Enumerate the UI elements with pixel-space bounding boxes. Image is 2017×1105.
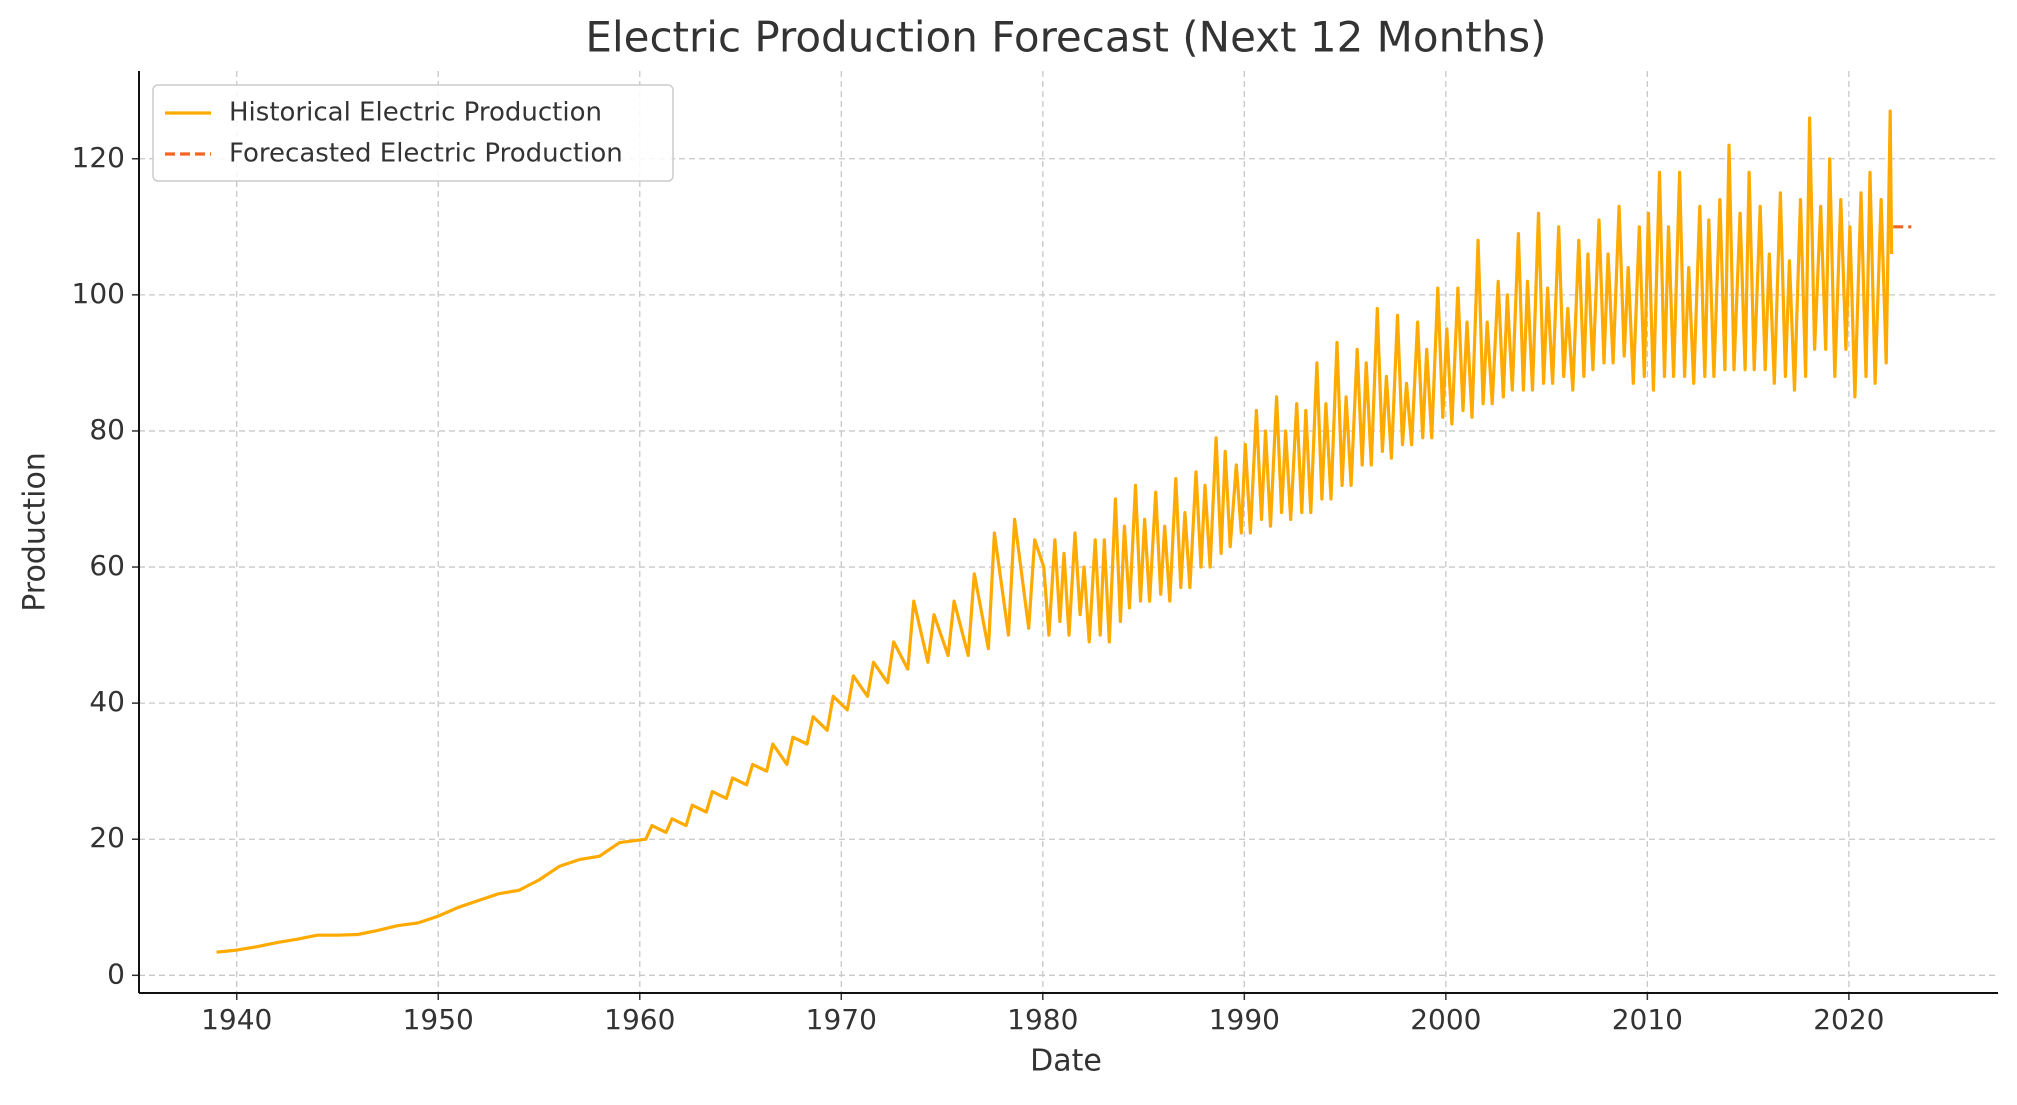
x-tick-label: 2020 <box>1813 1003 1884 1036</box>
y-tick-label: 0 <box>107 957 125 990</box>
y-tick-label: 20 <box>89 821 125 854</box>
y-tick-label: 60 <box>89 549 125 582</box>
y-axis-label: Production <box>18 452 53 612</box>
y-tick-label: 40 <box>89 685 125 718</box>
x-tick-label: 1960 <box>604 1003 675 1036</box>
y-tick-label: 100 <box>72 277 125 310</box>
legend-box <box>152 84 674 182</box>
x-tick-label: 2010 <box>1612 1003 1683 1036</box>
x-tick-label: 1970 <box>806 1003 877 1036</box>
x-tick-label: 1950 <box>403 1003 474 1036</box>
series-line <box>216 109 1894 954</box>
legend-label: Historical Electric Production <box>229 98 602 128</box>
x-tick-label: 1940 <box>201 1003 272 1036</box>
x-tick-label: 1980 <box>1007 1003 1078 1036</box>
legend-label: Forecasted Electric Production <box>229 139 623 169</box>
x-tick-label: 1990 <box>1209 1003 1280 1036</box>
chart-title: Electric Production Forecast (Next 12 Mo… <box>585 13 1546 62</box>
y-tick-label: 80 <box>89 413 125 446</box>
x-tick-label: 2000 <box>1410 1003 1481 1036</box>
y-tick-label: 120 <box>72 141 125 174</box>
x-axis-label: Date <box>1030 1044 1102 1079</box>
